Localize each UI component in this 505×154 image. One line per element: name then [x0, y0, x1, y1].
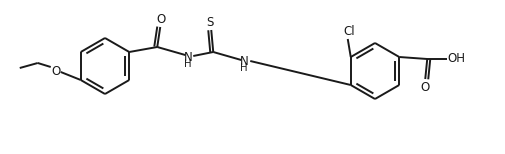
Text: O: O [51, 65, 60, 77]
Text: S: S [206, 16, 214, 28]
Text: OH: OH [446, 51, 464, 65]
Text: H: H [240, 63, 247, 73]
Text: N: N [239, 55, 248, 67]
Text: O: O [420, 81, 429, 93]
Text: Cl: Cl [342, 24, 354, 38]
Text: H: H [184, 59, 191, 69]
Text: N: N [183, 51, 192, 63]
Text: O: O [157, 12, 166, 26]
